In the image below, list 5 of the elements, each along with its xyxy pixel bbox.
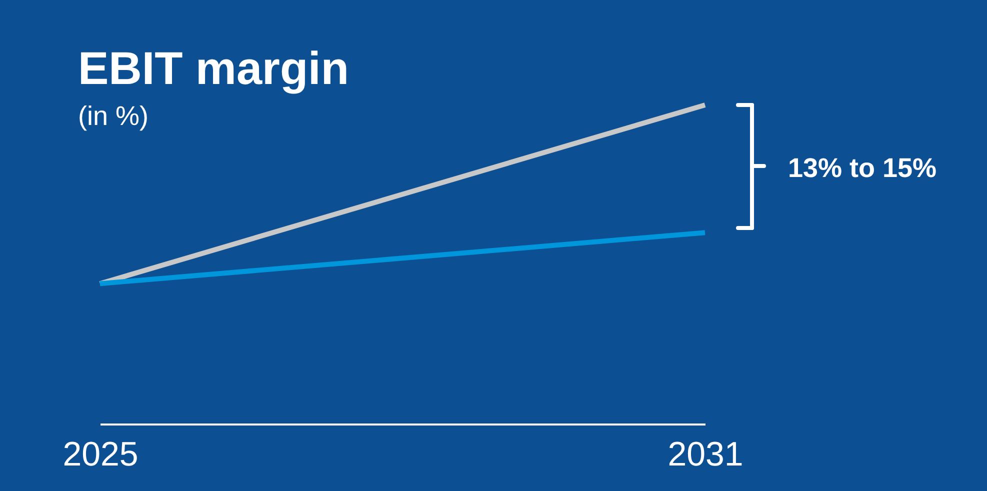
text: 13% to 15% — [788, 153, 937, 183]
chart-subtitle: (in %) — [78, 101, 149, 131]
x-tick-label: 2031 — [668, 436, 744, 474]
chart-title: EBIT margin — [78, 42, 349, 94]
x-tick-label: 2025 — [62, 436, 138, 474]
